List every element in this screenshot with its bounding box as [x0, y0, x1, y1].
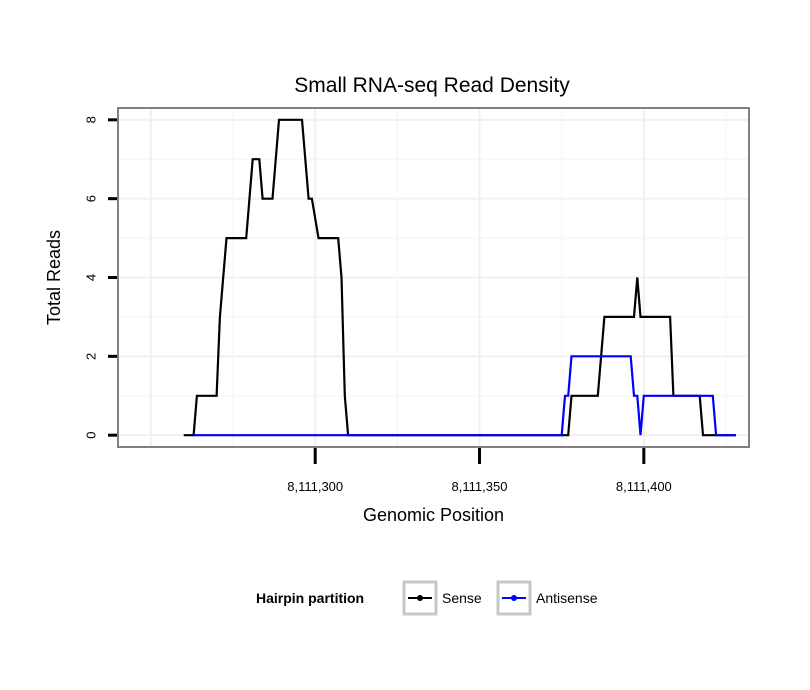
- axes: 0 2 4 6 8 8,111,300 8,111,350 8,111,400: [84, 116, 672, 494]
- series-line-sense: [183, 118, 736, 437]
- y-tick-label: 0: [84, 432, 99, 439]
- plot-panel: [117, 107, 750, 448]
- x-tick-label: 8,111,350: [452, 479, 508, 494]
- x-tick-label: 8,111,400: [616, 479, 672, 494]
- legend-key-point: [511, 595, 517, 601]
- x-tick-label: 8,111,300: [287, 479, 343, 494]
- legend-key-point: [417, 595, 423, 601]
- y-axis-label: Total Reads: [44, 230, 64, 325]
- y-tick-label: 6: [84, 195, 99, 202]
- series-layer: [183, 118, 736, 437]
- grid: [118, 108, 749, 447]
- series-line-antisense: [193, 355, 736, 437]
- legend-label-antisense: Antisense: [536, 590, 598, 606]
- y-tick-label: 8: [84, 116, 99, 123]
- legend-label-sense: Sense: [442, 590, 482, 606]
- legend-title: Hairpin partition: [256, 590, 364, 606]
- chart-title: Small RNA-seq Read Density: [294, 74, 570, 97]
- y-tick-label: 4: [84, 274, 99, 281]
- legend: Hairpin partition Sense Antisense: [256, 580, 598, 616]
- y-tick-label: 2: [84, 353, 99, 360]
- x-axis-label: Genomic Position: [363, 505, 504, 525]
